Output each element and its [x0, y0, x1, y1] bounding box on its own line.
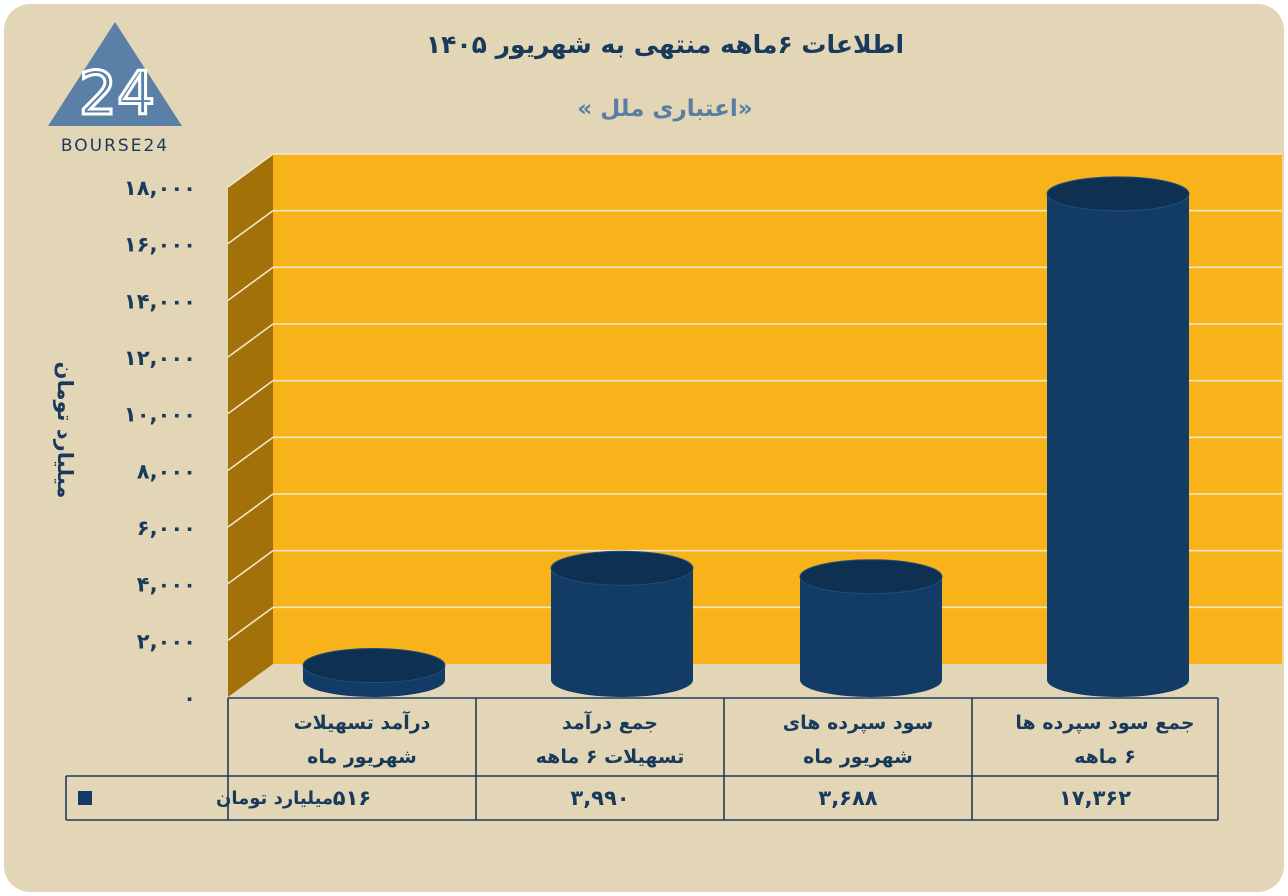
bar-top [550, 550, 694, 586]
bar-top [302, 648, 446, 684]
data-value-label: ۳,۶۸۸ [818, 786, 877, 810]
legend-label: میلیارد تومان [216, 788, 333, 809]
gridline-side [227, 323, 274, 358]
bar-body [800, 576, 942, 697]
bar-body [551, 568, 693, 697]
bar [799, 559, 943, 697]
gridline-side [227, 266, 274, 301]
category-label: ۶ ماهه [1074, 746, 1136, 768]
y-tick-label: ۱۴,۰۰۰ [124, 289, 196, 313]
data-value-label: ۱۷,۳۶۲ [1059, 786, 1131, 810]
logo-text: BOURSE24 [61, 136, 169, 156]
category-label: شهریور ماه [307, 746, 417, 768]
plot-side-wall [228, 154, 273, 697]
logo-mark: 24 [79, 59, 155, 129]
y-tick-label: ۱۸,۰۰۰ [124, 176, 196, 200]
y-tick-label: ۱۶,۰۰۰ [124, 233, 196, 257]
y-tick-label: ۲,۰۰۰ [137, 629, 196, 653]
gridline-side [227, 550, 274, 585]
legend-swatch [78, 791, 92, 805]
category-label: جمع درآمد [562, 710, 658, 734]
chart-title: اطلاعات ۶ماهه منتهی به شهریور ۱۴۰۵ [425, 30, 905, 59]
y-axis-label: میلیارد تومان [53, 362, 77, 499]
chart-subtitle: «اعتباری ملل » [577, 96, 753, 122]
data-value-label: ۳,۹۹۰ [570, 786, 629, 810]
category-label: تسهیلات ۶ ماهه [536, 746, 685, 768]
bar [550, 550, 694, 697]
category-label: سود سپرده های [783, 712, 934, 734]
logo-triangle [48, 22, 182, 126]
y-tick-label: ۱۲,۰۰۰ [124, 346, 196, 370]
bar-top [1046, 176, 1190, 212]
category-label: شهریور ماه [803, 746, 913, 768]
y-tick-label: ۸,۰۰۰ [137, 459, 196, 483]
y-tick-label: ۰ [183, 686, 196, 710]
bar [302, 648, 446, 697]
gridline-side [227, 493, 274, 528]
gridline-side [227, 380, 274, 415]
y-tick-label: ۱۰,۰۰۰ [124, 403, 196, 427]
data-value-label: ۵۱۶ [333, 786, 371, 810]
bar-body [1047, 193, 1189, 697]
bar-top [799, 559, 943, 595]
y-tick-label: ۶,۰۰۰ [137, 516, 196, 540]
gridline-side [227, 606, 274, 641]
gridline-side [227, 153, 274, 188]
bar [1046, 176, 1190, 697]
y-tick-label: ۴,۰۰۰ [137, 573, 196, 597]
category-label: جمع سود سپرده ها [1015, 712, 1194, 734]
bourse24-logo: 24 BOURSE24 [48, 22, 182, 156]
category-label: درآمد تسهیلات [294, 710, 431, 734]
gridline-side [227, 210, 274, 245]
gridline-side [227, 436, 274, 471]
